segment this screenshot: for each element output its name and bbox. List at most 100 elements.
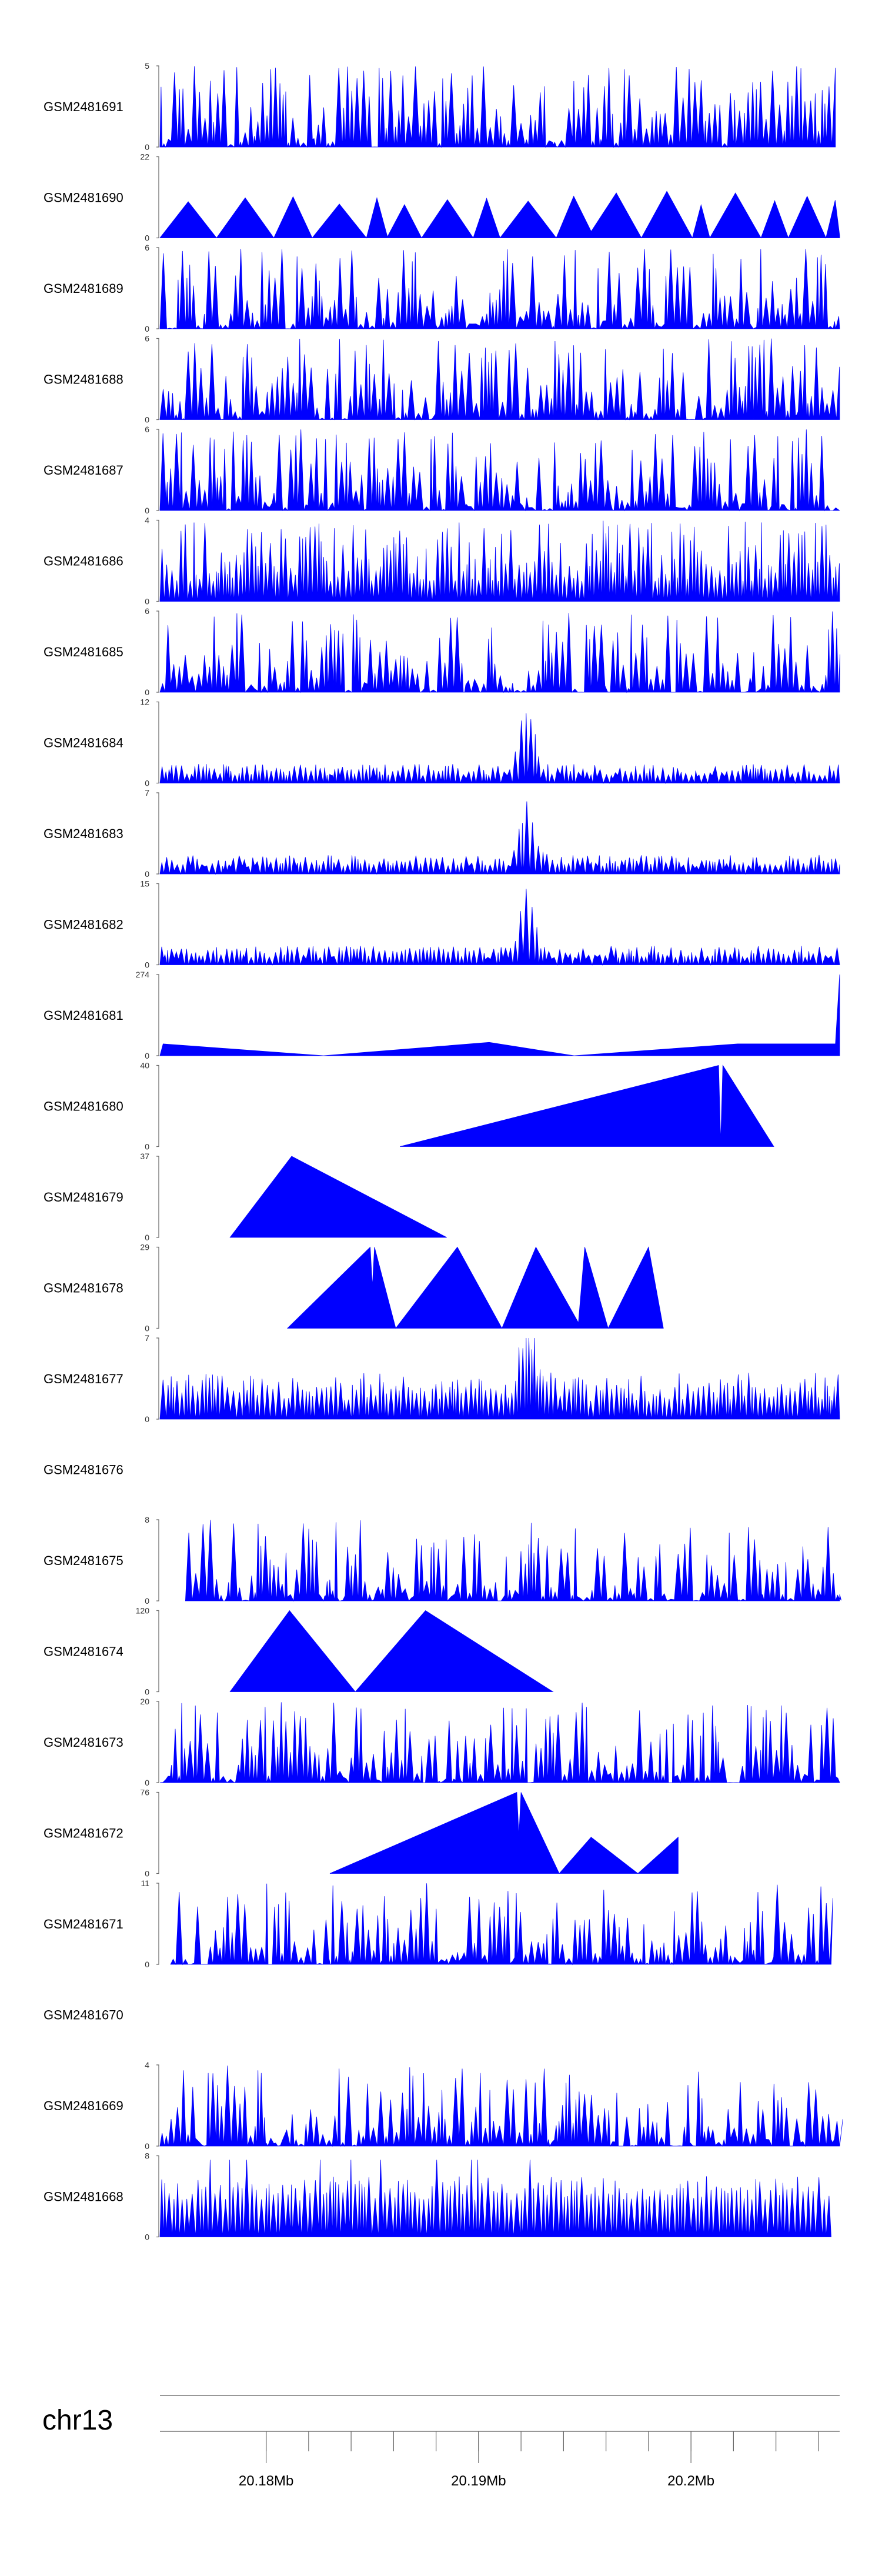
coverage-area xyxy=(159,889,840,966)
y-axis xyxy=(156,2155,159,2238)
track-label: GSM2481690 xyxy=(44,191,123,205)
track-GSM2481691: GSM2481691 5 0 xyxy=(44,61,836,152)
y-min-label: 0 xyxy=(145,2233,149,2242)
track-label: GSM2481691 xyxy=(44,99,123,114)
y-min-label: 0 xyxy=(145,1687,149,1697)
y-max-label: 7 xyxy=(145,788,149,798)
y-min-label: 0 xyxy=(145,142,149,152)
coverage-area xyxy=(159,2066,843,2147)
track-label: GSM2481681 xyxy=(44,1008,123,1023)
track-label: GSM2481679 xyxy=(44,1190,123,1204)
y-axis xyxy=(156,2064,159,2147)
track-GSM2481668: GSM2481668 8 0 xyxy=(44,2151,831,2242)
track-GSM2481685: GSM2481685 6 0 xyxy=(44,606,840,697)
y-min-label: 0 xyxy=(145,2141,149,2151)
track-label: GSM2481684 xyxy=(44,736,123,750)
y-min-label: 0 xyxy=(145,688,149,697)
y-min-label: 0 xyxy=(145,1414,149,1424)
y-axis xyxy=(156,883,159,966)
y-max-label: 6 xyxy=(145,243,149,252)
track-label: GSM2481671 xyxy=(44,1917,123,1931)
track-GSM2481677: GSM2481677 7 0 xyxy=(44,1333,840,1424)
coverage-area xyxy=(159,2160,831,2237)
y-max-label: 12 xyxy=(140,698,149,707)
track-GSM2481673: GSM2481673 20 0 xyxy=(44,1697,840,1787)
y-max-label: 76 xyxy=(140,1788,149,1797)
track-GSM2481676: GSM2481676 xyxy=(44,1463,123,1477)
track-label: GSM2481682 xyxy=(44,917,123,932)
coverage-area xyxy=(159,974,840,1056)
y-axis xyxy=(156,65,159,148)
y-axis xyxy=(156,156,159,239)
y-axis xyxy=(156,1883,159,1965)
y-max-label: 15 xyxy=(140,879,149,889)
axis-tick-label: 20.19Mb xyxy=(451,2473,506,2489)
coverage-area xyxy=(229,1610,554,1693)
track-GSM2481682: GSM2481682 15 0 xyxy=(44,879,840,970)
track-GSM2481681: GSM2481681 274 0 xyxy=(44,970,840,1060)
track-GSM2481687: GSM2481687 6 0 xyxy=(44,425,840,515)
y-max-label: 8 xyxy=(145,1515,149,1524)
track-GSM2481686: GSM2481686 4 0 xyxy=(44,516,840,606)
track-GSM2481689: GSM2481689 6 0 xyxy=(44,243,840,333)
y-axis xyxy=(156,1519,159,1601)
track-GSM2481690: GSM2481690 22 0 xyxy=(44,152,840,243)
coverage-area xyxy=(159,1337,840,1420)
coverage-area xyxy=(159,1702,840,1784)
y-axis xyxy=(156,701,159,784)
track-GSM2481679: GSM2481679 37 0 xyxy=(44,1152,447,1242)
track-GSM2481670: GSM2481670 xyxy=(44,2008,123,2023)
track-label: GSM2481678 xyxy=(44,1281,123,1296)
coverage-area xyxy=(286,1246,664,1329)
track-GSM2481688: GSM2481688 6 0 xyxy=(44,334,840,425)
y-max-label: 37 xyxy=(140,1152,149,1161)
track-label: GSM2481670 xyxy=(44,2008,123,2023)
track-label: GSM2481680 xyxy=(44,1099,123,1114)
coverage-area xyxy=(185,1520,842,1602)
track-GSM2481684: GSM2481684 12 0 xyxy=(44,698,840,788)
axis-tick-label: 20.2Mb xyxy=(667,2473,714,2489)
track-GSM2481671: GSM2481671 11 0 xyxy=(44,1878,833,1969)
track-label: GSM2481674 xyxy=(44,1644,123,1659)
y-axis xyxy=(156,610,159,693)
track-label: GSM2481676 xyxy=(44,1463,123,1477)
track-GSM2481680: GSM2481680 40 0 xyxy=(44,1061,774,1152)
y-max-label: 6 xyxy=(145,334,149,343)
y-min-label: 0 xyxy=(145,1142,149,1152)
coverage-area xyxy=(170,1883,833,1966)
y-min-label: 0 xyxy=(145,597,149,606)
y-max-label: 40 xyxy=(140,1061,149,1070)
y-axis xyxy=(156,1156,159,1238)
y-axis xyxy=(156,1610,159,1693)
y-min-label: 0 xyxy=(145,506,149,515)
y-min-label: 0 xyxy=(145,1596,149,1606)
track-GSM2481678: GSM2481678 29 0 xyxy=(44,1243,664,1333)
coverage-area xyxy=(159,249,840,330)
y-max-label: 20 xyxy=(140,1697,149,1706)
y-axis xyxy=(156,1246,159,1329)
y-max-label: 6 xyxy=(145,425,149,434)
tracks-layer: GSM248169150GSM2481690220GSM248168960GSM… xyxy=(44,61,843,2242)
y-max-label: 5 xyxy=(145,61,149,71)
track-label: GSM2481688 xyxy=(44,372,123,387)
y-min-label: 0 xyxy=(145,324,149,333)
y-axis xyxy=(156,1791,159,1874)
y-min-label: 0 xyxy=(145,779,149,788)
y-min-label: 0 xyxy=(145,233,149,243)
track-GSM2481669: GSM2481669 4 0 xyxy=(44,2060,843,2151)
track-GSM2481672: GSM2481672 76 0 xyxy=(44,1788,679,1878)
track-label: GSM2481677 xyxy=(44,1372,123,1386)
y-min-label: 0 xyxy=(145,1324,149,1333)
y-axis xyxy=(156,519,159,602)
coverage-area xyxy=(159,713,840,785)
track-label: GSM2481672 xyxy=(44,1826,123,1841)
y-max-label: 7 xyxy=(145,1333,149,1343)
coverage-area xyxy=(159,520,840,602)
coverage-area xyxy=(159,338,840,421)
coverage-area xyxy=(159,611,840,693)
y-axis xyxy=(156,1065,159,1147)
axis-tick-label: 20.18Mb xyxy=(239,2473,293,2489)
y-min-label: 0 xyxy=(145,869,149,879)
track-GSM2481683: GSM2481683 7 0 xyxy=(44,788,840,879)
coverage-area xyxy=(159,429,840,512)
